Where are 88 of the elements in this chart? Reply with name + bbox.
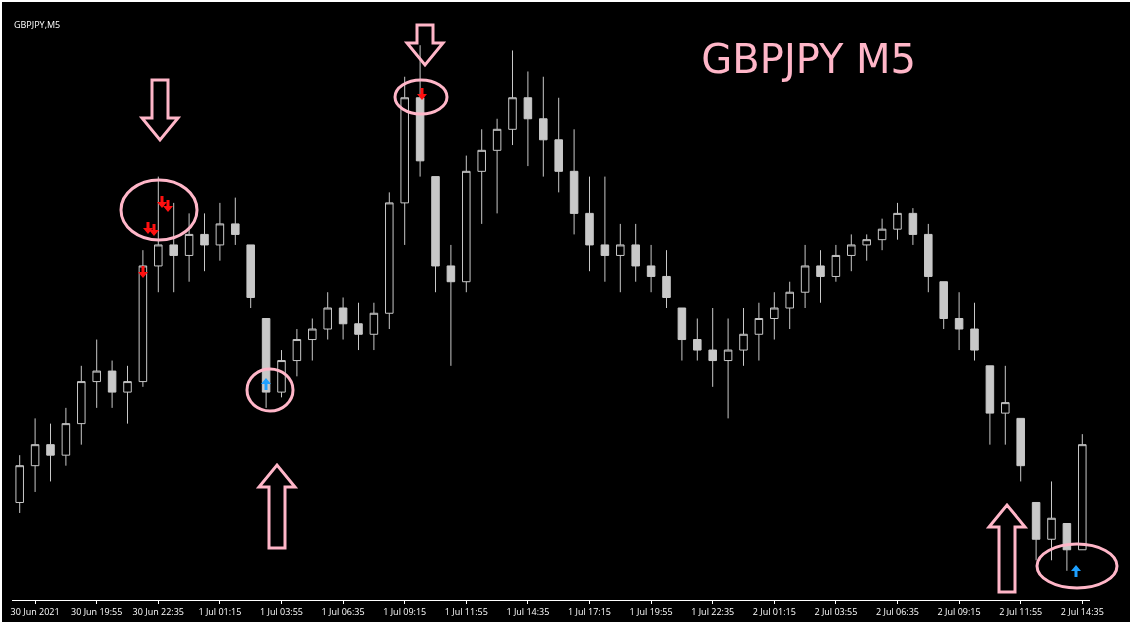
candlestick [877, 218, 887, 251]
x-tick-label: 1 Jul 14:35 [506, 604, 550, 618]
candlestick [677, 307, 687, 362]
chart-title: GBPJPY M5 [701, 36, 917, 83]
candlestick [1047, 480, 1056, 561]
candlestick [107, 360, 117, 409]
candlestick [693, 318, 702, 362]
candlestick [939, 281, 948, 330]
x-tick-label: 1 Jul 03:55 [260, 604, 303, 618]
candlestick [215, 202, 225, 262]
candlestick [492, 118, 502, 214]
text: GBPJPY,M5 [14, 18, 61, 31]
candlestick [154, 176, 163, 293]
x-tick-label: 2 Jul 11:55 [999, 604, 1043, 618]
candlestick [415, 44, 425, 178]
candlestick [631, 223, 640, 283]
candlestick [569, 128, 579, 235]
candlestick [723, 318, 733, 419]
candlestick [15, 454, 24, 514]
candlestick [800, 244, 810, 309]
candlestick [200, 212, 209, 272]
candlestick [292, 328, 302, 377]
candlestick [184, 212, 194, 283]
x-tick-label: 2 Jul 09:15 [937, 604, 981, 618]
candlestick [308, 318, 317, 362]
candlestick [770, 291, 779, 341]
candlestick [1016, 417, 1025, 482]
x-tick-label: 1 Jul 17:15 [568, 604, 611, 618]
x-tick-label: 1 Jul 06:35 [321, 604, 365, 618]
candlestick [600, 176, 610, 283]
x-tick-label: 1 Jul 22:35 [691, 604, 735, 618]
candlestick [462, 155, 471, 293]
candlestick [831, 244, 841, 283]
candlestick [862, 233, 871, 262]
candlestick [954, 291, 964, 351]
candlestick [646, 244, 656, 293]
candlestick [816, 249, 825, 304]
candlestick [1031, 501, 1041, 561]
x-tick-label: 2 Jul 01:15 [752, 604, 796, 618]
candlestick [1001, 365, 1010, 446]
candlestick [523, 70, 533, 167]
candlestick [785, 281, 794, 330]
candlestick [754, 302, 764, 362]
x-tick-label: 30 Jun 2021 [10, 604, 60, 618]
candlestick [985, 365, 995, 446]
candlestick [246, 244, 255, 309]
candlestick [708, 307, 717, 388]
x-tick-label: 30 Jun 19:55 [71, 604, 123, 618]
candlestick [92, 339, 101, 409]
candlestick [338, 296, 348, 341]
candlestick [77, 365, 86, 446]
candlestick [893, 202, 902, 241]
candlestick [323, 291, 332, 341]
x-tick-label: 1 Jul 11:55 [444, 604, 488, 618]
candlestick [508, 49, 517, 146]
candlestick [662, 249, 671, 309]
x-tick-label: 1 Jul 09:15 [383, 604, 427, 618]
candlestick [61, 407, 71, 467]
candlestick [431, 176, 440, 293]
x-tick-label: 2 Jul 14:35 [1060, 604, 1104, 618]
x-tick-label: 2 Jul 06:35 [876, 604, 919, 618]
candlestick [46, 423, 55, 482]
candlestick [924, 223, 933, 293]
candlestick [446, 244, 456, 367]
candlestick [585, 176, 594, 272]
x-tick-label: 30 Jun 22:35 [132, 604, 184, 618]
candlestick [477, 128, 486, 225]
candlestick [539, 76, 548, 178]
candlestick [123, 365, 132, 425]
candlestick [385, 191, 394, 330]
x-tick-label: 1 Jul 01:15 [198, 604, 242, 618]
candlestick [369, 302, 379, 351]
candlestick [970, 302, 979, 362]
candlestick [169, 202, 178, 293]
candlestick [739, 307, 748, 367]
x-tick-label: 2 Jul 03:55 [814, 604, 858, 618]
candlestick [847, 233, 856, 272]
candlestick [231, 197, 240, 246]
candlestick [30, 417, 40, 493]
candlestick [1078, 433, 1087, 551]
candlestick [616, 223, 625, 293]
candlestick [908, 207, 918, 246]
candlestick [354, 302, 363, 351]
x-tick-label: 1 Jul 19:55 [629, 604, 673, 618]
candlestick [400, 76, 409, 246]
candlestick [138, 249, 148, 388]
candlestick [1062, 523, 1072, 572]
candlestick [554, 97, 563, 193]
